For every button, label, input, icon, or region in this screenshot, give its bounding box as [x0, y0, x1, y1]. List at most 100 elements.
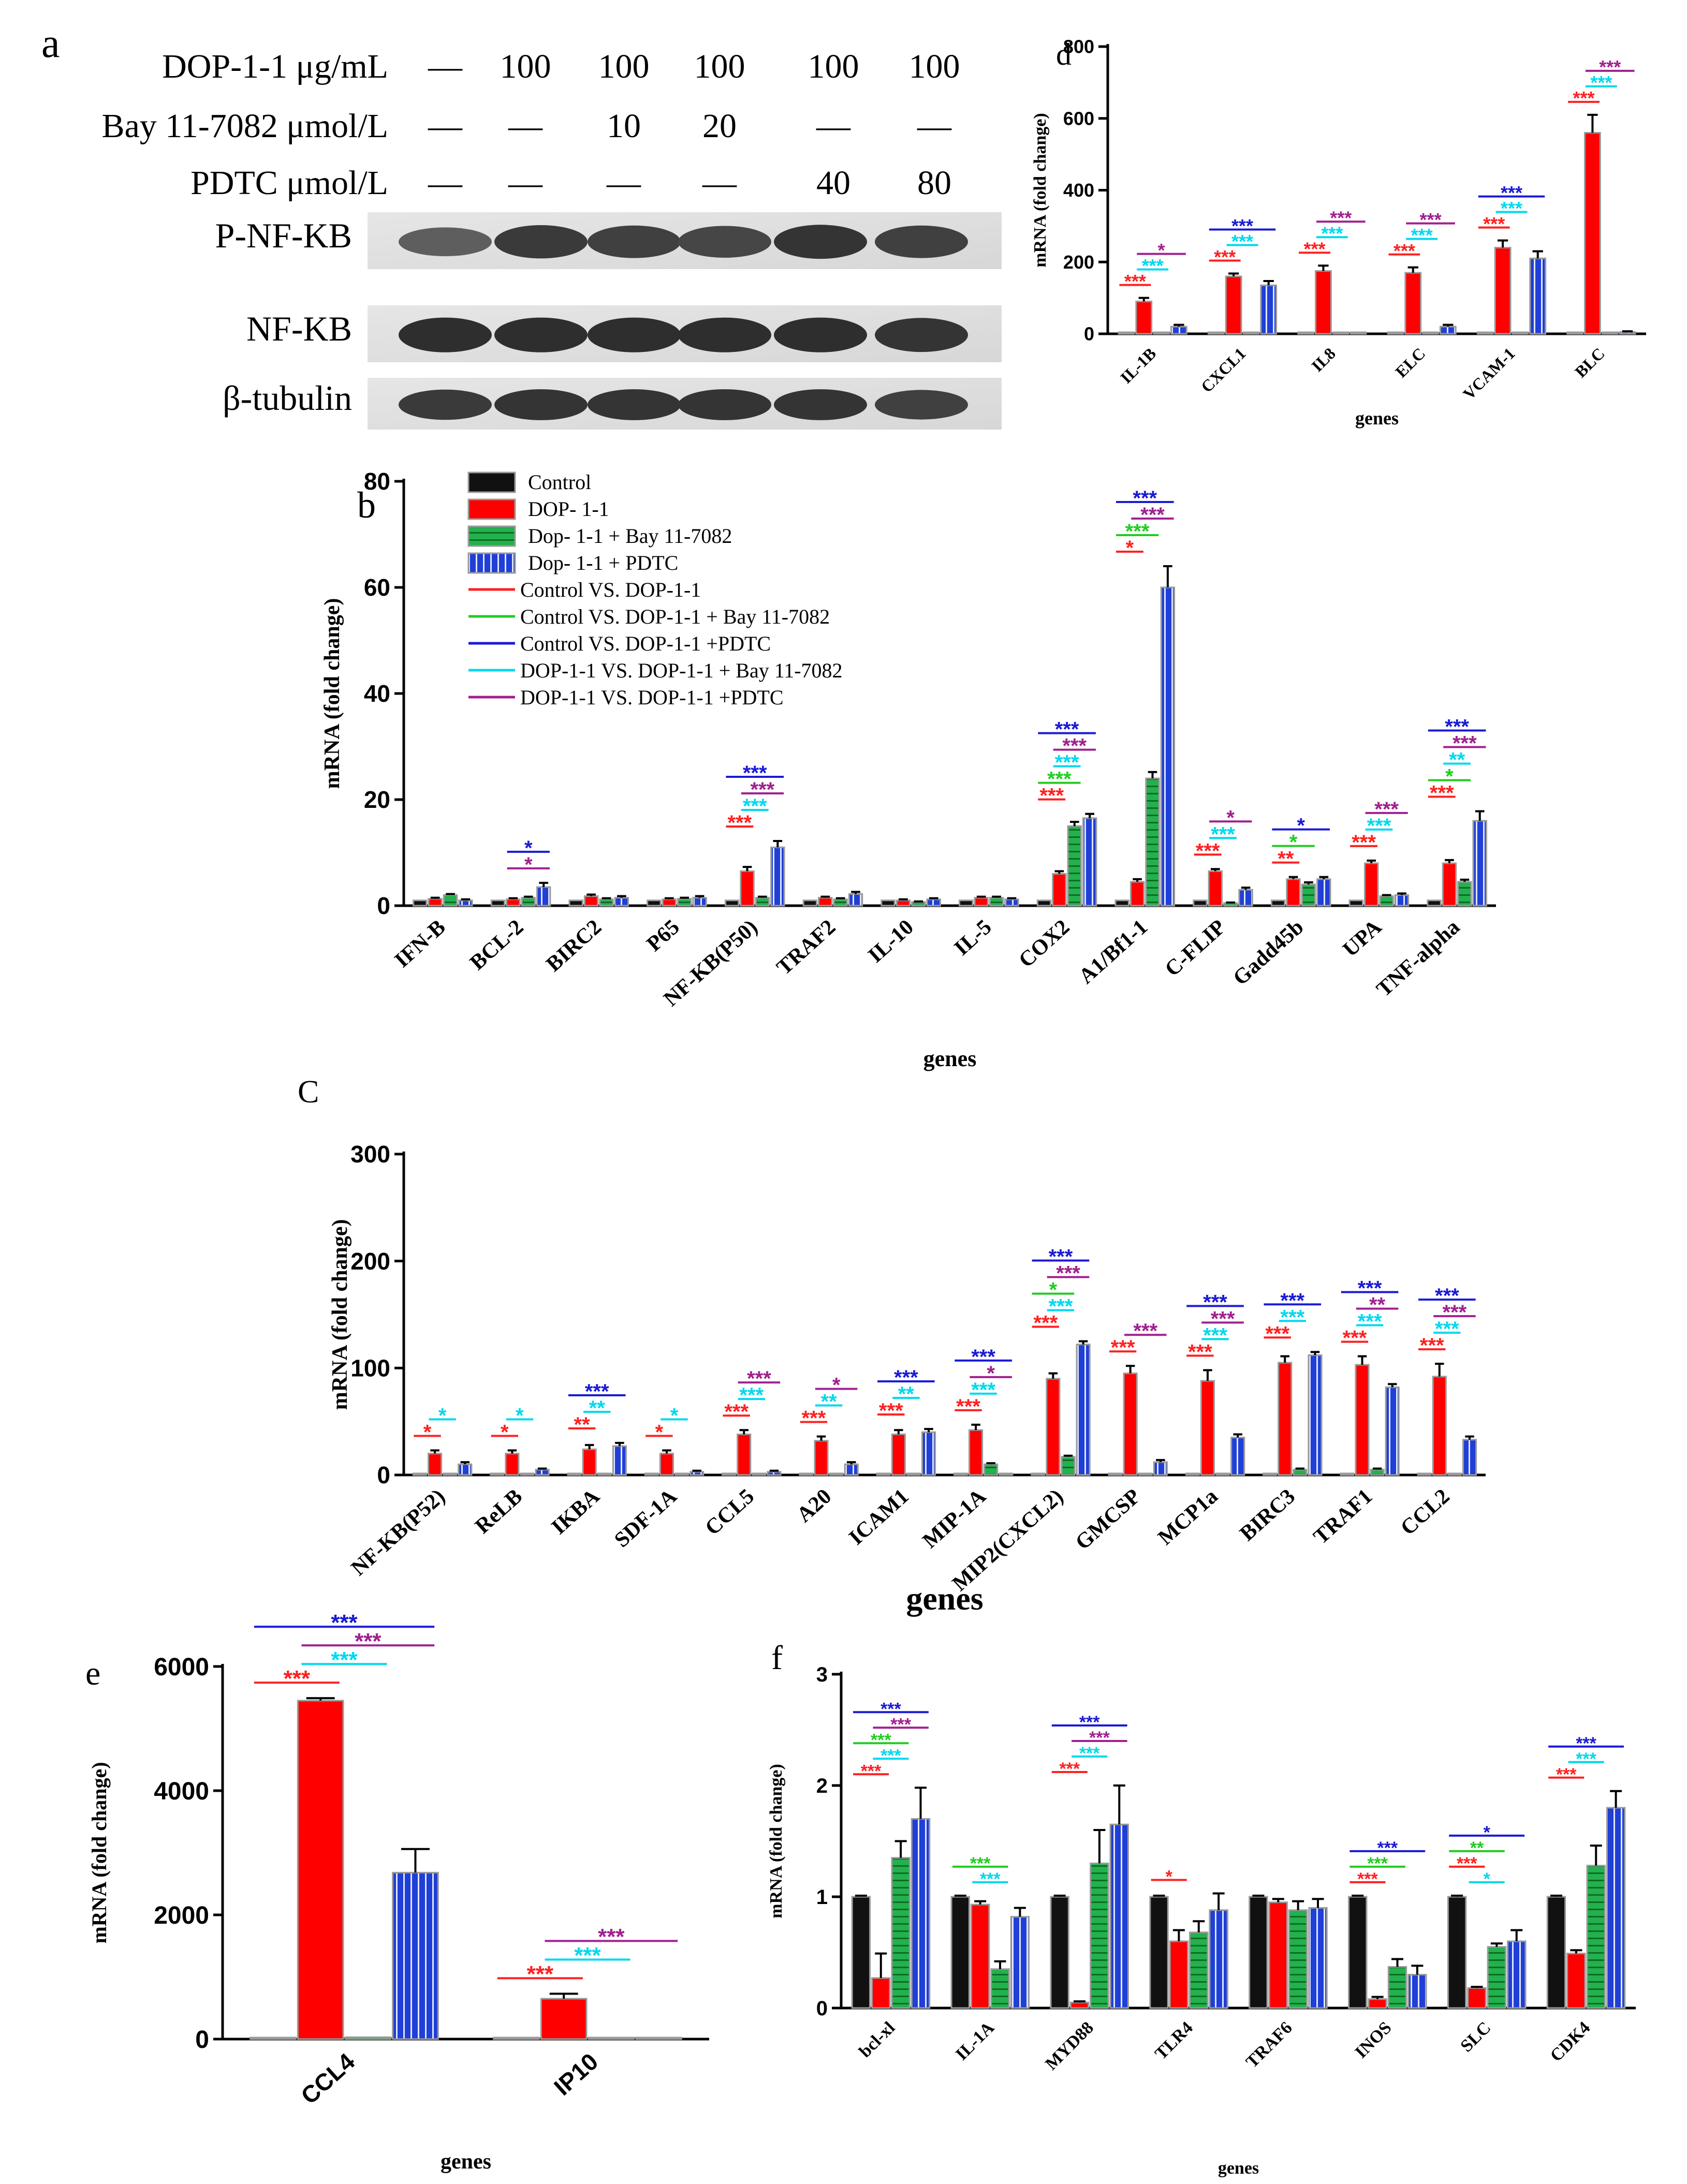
significance-stars: *: [832, 1374, 841, 1397]
significance-stars: ***: [1055, 751, 1079, 774]
bar: [1586, 1865, 1606, 2009]
significance-stars: *: [1297, 815, 1305, 837]
significance-stars: *: [1226, 806, 1235, 829]
bar: [802, 899, 818, 907]
bar: [250, 2037, 297, 2040]
category-label: INOS: [1352, 2018, 1396, 2062]
significance-stars: ***: [1411, 225, 1433, 246]
significance-stars: **: [589, 1397, 606, 1420]
significance-stars: ***: [1188, 1340, 1212, 1363]
bar: [493, 2037, 540, 2040]
bar: [1242, 331, 1260, 335]
significance-stars: **: [1449, 749, 1465, 772]
category-label: IL-1B: [1117, 344, 1160, 387]
category-label: CCL5: [701, 1484, 759, 1540]
bar: [1061, 1456, 1076, 1476]
bar: [1263, 1472, 1278, 1476]
bar: [770, 846, 785, 907]
category-label: UPA: [1339, 915, 1387, 962]
bar: [1090, 1863, 1109, 2009]
bar: [752, 1472, 767, 1476]
category-label: CCL4: [296, 2048, 360, 2109]
bar: [1207, 331, 1225, 335]
panel-e-chart: e 0 2000 4000 6000 mRNA (fold change) genes CCL…: [85, 1610, 709, 2174]
legend-label: DOP- 1-1: [528, 497, 609, 521]
significance-stars: ***: [1352, 831, 1376, 854]
bar: [1404, 272, 1422, 335]
bar: [1031, 1472, 1046, 1476]
significance-stars: ***: [1393, 240, 1415, 261]
significance-stars: ***: [1358, 1277, 1382, 1300]
bar: [1606, 1807, 1626, 2009]
bar: [647, 899, 662, 907]
category-label: A1/Bf1-1: [1075, 915, 1152, 988]
y-tick-label: 0: [1084, 323, 1094, 345]
significance-stars: ***: [1039, 785, 1064, 807]
blot-band: [399, 389, 492, 420]
treatment-value: —: [508, 164, 543, 202]
panel-c-chart: C 0 100 200 300 mRNA (fold change) genes NF-KB(…: [298, 1074, 1486, 1617]
y-tick-label: 6000: [154, 1654, 209, 1681]
bar: [1050, 1896, 1069, 2009]
y-tick-label: 20: [364, 786, 390, 813]
blot-band: [875, 318, 968, 352]
significance-stars: ***: [1420, 1334, 1444, 1357]
bar: [737, 1433, 752, 1476]
significance-stars: ***: [1142, 255, 1164, 276]
significance-stars: ***: [802, 1407, 826, 1430]
bar: [848, 893, 863, 907]
blot-label: β-tubulin: [223, 378, 352, 418]
bar: [412, 1472, 428, 1476]
significance-stars: ***: [1501, 182, 1522, 203]
significance-stars: ***: [1573, 87, 1595, 109]
bar: [1215, 1472, 1230, 1476]
bar: [506, 898, 521, 907]
panel-f-chart: f 0 1 2 3 mRNA (fold change) genes bcl-xl IL-1A M…: [767, 1639, 1636, 2178]
category-label: IL-5: [950, 915, 996, 960]
legend-label: Dop- 1-1 + Bay 11-7082: [528, 524, 732, 548]
significance-stars: ***: [890, 1715, 911, 1734]
bar: [677, 898, 692, 907]
significance-stars: *: [1289, 831, 1298, 854]
category-label: TLR4: [1151, 2018, 1197, 2063]
y-tick-label: 800: [1063, 36, 1094, 57]
bar: [1601, 331, 1619, 335]
category-label: IL-1A: [952, 2018, 998, 2064]
bar: [583, 895, 599, 907]
category-label: P65: [642, 915, 684, 956]
significance-stars: ***: [1133, 1320, 1157, 1342]
bar: [1297, 331, 1315, 335]
bar: [599, 898, 614, 907]
blot-band: [774, 389, 867, 420]
category-label: bcl-xl: [856, 2018, 899, 2061]
treatment-value: —: [428, 48, 463, 85]
bar: [1193, 899, 1208, 907]
category-label: VCAM-1: [1459, 344, 1519, 403]
bar: [1069, 2001, 1090, 2009]
bar: [984, 1463, 999, 1476]
significance-stars: ***: [1321, 223, 1343, 244]
blot-band: [678, 389, 771, 420]
bar: [1432, 1376, 1447, 1476]
treatment-label: DOP-1-1 μg/mL: [162, 48, 388, 85]
category-label: IL8: [1308, 344, 1339, 375]
bar: [674, 1472, 690, 1476]
blot-band: [774, 317, 867, 352]
bar: [926, 898, 941, 907]
significance-stars: ***: [1062, 735, 1087, 758]
significance-stars: ***: [1358, 1310, 1382, 1333]
bar: [921, 1431, 936, 1476]
bar: [344, 2036, 392, 2040]
significance-stars: ***: [879, 1399, 903, 1422]
significance-stars: *: [670, 1404, 679, 1427]
treatment-value: —: [428, 164, 463, 202]
bar: [970, 1903, 990, 2009]
bar: [1394, 894, 1410, 907]
bar: [614, 897, 629, 907]
blot-band: [678, 226, 771, 258]
bar: [1169, 1940, 1189, 2009]
category-label: IFN-B: [390, 915, 450, 972]
bar: [1052, 873, 1067, 907]
bar: [1348, 1896, 1368, 2009]
significance-stars: ***: [1211, 1307, 1235, 1330]
